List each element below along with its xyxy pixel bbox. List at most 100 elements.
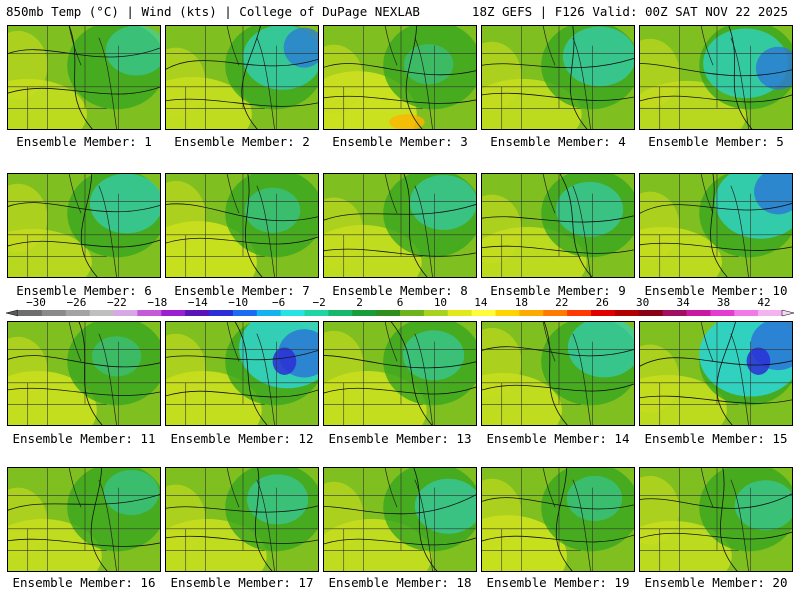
ensemble-member-caption: Ensemble Member: 4 (490, 134, 626, 149)
ensemble-member-caption: Ensemble Member: 6 (16, 283, 152, 298)
colorbar-swatch (614, 310, 640, 316)
colorbar-tick-label: 2 (356, 296, 363, 309)
ensemble-map-panel (165, 321, 319, 426)
colorbar-swatch (18, 310, 43, 316)
ensemble-member-caption: Ensemble Member: 13 (328, 431, 472, 446)
temperature-field (166, 322, 318, 425)
temperature-field (324, 26, 476, 129)
colorbar-tick-label: −30 (26, 296, 46, 309)
ensemble-member-caption: Ensemble Member: 2 (174, 134, 310, 149)
colorbar-tick-label: −10 (228, 296, 249, 309)
ensemble-map-panel (639, 25, 793, 130)
colorbar-tick-label: 30 (636, 296, 650, 309)
colorbar-tick-label: 6 (396, 296, 404, 309)
colorbar-swatch (352, 310, 377, 316)
temperature-field (640, 174, 792, 277)
temperature-field (166, 26, 318, 129)
colorbar-swatch (519, 310, 544, 316)
temperature-field (640, 468, 792, 571)
ensemble-map-panel (323, 467, 477, 572)
temperature-colorbar (5, 309, 795, 317)
colorbar-swatch (89, 310, 114, 316)
colorbar-tick-label: −6 (272, 296, 286, 309)
ensemble-map-panel (7, 25, 161, 130)
colorbar-swatch (758, 310, 783, 316)
ensemble-map-panel (323, 173, 477, 278)
colorbar-swatch (686, 310, 711, 316)
colorbar-tick-label: −26 (66, 296, 87, 309)
ensemble-map-panel (481, 467, 635, 572)
colorbar-swatch (232, 310, 258, 316)
colorbar-swatch (447, 310, 473, 316)
ensemble-map-panel (639, 173, 793, 278)
colorbar-swatch (137, 310, 162, 316)
ensemble-map-panel (165, 173, 319, 278)
colorbar-swatch (567, 310, 592, 316)
colorbar-tick-label: 26 (595, 296, 609, 309)
colorbar-swatch (400, 310, 425, 316)
colorbar-swatch (471, 310, 496, 316)
colorbar-swatch (256, 310, 282, 316)
ensemble-map-panel (7, 173, 161, 278)
ensemble-map-panel (323, 321, 477, 426)
ensemble-member-caption: Ensemble Member: 14 (486, 431, 630, 446)
ensemble-member-caption: Ensemble Member: 15 (644, 431, 788, 446)
temperature-field (482, 468, 634, 571)
colorbar-tick-label: 14 (474, 296, 488, 309)
colorbar-tick-label: 38 (716, 296, 731, 309)
ensemble-member-caption: Ensemble Member: 1 (16, 134, 152, 149)
model-run-info: 18Z GEFS | F126 Valid: 00Z SAT NOV 22 20… (471, 4, 788, 19)
colorbar-tick-label: 42 (757, 296, 771, 309)
temperature-field (324, 322, 476, 425)
temperature-field (324, 468, 476, 571)
ensemble-map-panel (165, 25, 319, 130)
colorbar-swatch (591, 310, 616, 316)
ensemble-map-panel (481, 321, 635, 426)
temperature-field (482, 322, 634, 425)
ensemble-map-panel (639, 467, 793, 572)
temperature-field (640, 26, 792, 129)
colorbar-swatch (65, 310, 91, 316)
colorbar-tick-label: 22 (555, 296, 569, 309)
ensemble-map-panel (481, 25, 635, 130)
ensemble-member-caption: Ensemble Member: 5 (648, 134, 784, 149)
temperature-field (482, 174, 634, 277)
ensemble-map-panel (165, 467, 319, 572)
colorbar-tick-label: −2 (312, 296, 326, 309)
colorbar-swatch (185, 310, 210, 316)
temperature-field (640, 322, 792, 425)
ensemble-map-panel (323, 25, 477, 130)
colorbar-swatch (495, 310, 520, 316)
temperature-field (8, 468, 160, 571)
colorbar-swatch (638, 310, 664, 316)
colorbar-tick-label: 18 (514, 296, 528, 309)
colorbar-swatch (304, 310, 329, 316)
temperature-field (166, 468, 318, 571)
colorbar-tick-label: −22 (106, 296, 127, 309)
temperature-field (8, 322, 160, 425)
ensemble-member-caption: Ensemble Member: 10 (644, 283, 788, 298)
ensemble-member-caption: Ensemble Member: 17 (170, 575, 314, 590)
temperature-field (166, 174, 318, 277)
colorbar-tick-label: −18 (147, 296, 168, 309)
colorbar-arrow (5, 309, 19, 317)
temperature-field (482, 26, 634, 129)
ensemble-member-caption: Ensemble Member: 9 (490, 283, 626, 298)
ensemble-member-caption: Ensemble Member: 18 (328, 575, 472, 590)
ensemble-member-caption: Ensemble Member: 3 (332, 134, 468, 149)
ensemble-map-panel (7, 321, 161, 426)
colorbar-swatch (113, 310, 138, 316)
ensemble-member-caption: Ensemble Member: 7 (174, 283, 310, 298)
ensemble-member-caption: Ensemble Member: 20 (644, 575, 788, 590)
ensemble-member-caption: Ensemble Member: 12 (170, 431, 314, 446)
colorbar-swatch (280, 310, 305, 316)
map-title: 850mb Temp (°C) | Wind (kts) | College o… (6, 4, 420, 19)
ensemble-map-panel (7, 467, 161, 572)
colorbar-swatch (376, 310, 401, 316)
temperature-field (324, 174, 476, 277)
ensemble-member-caption: Ensemble Member: 19 (486, 575, 630, 590)
ensemble-map-panel (481, 173, 635, 278)
colorbar-tick-label: 10 (433, 296, 448, 309)
ensemble-member-caption: Ensemble Member: 8 (332, 283, 468, 298)
ensemble-member-caption: Ensemble Member: 16 (12, 575, 156, 590)
